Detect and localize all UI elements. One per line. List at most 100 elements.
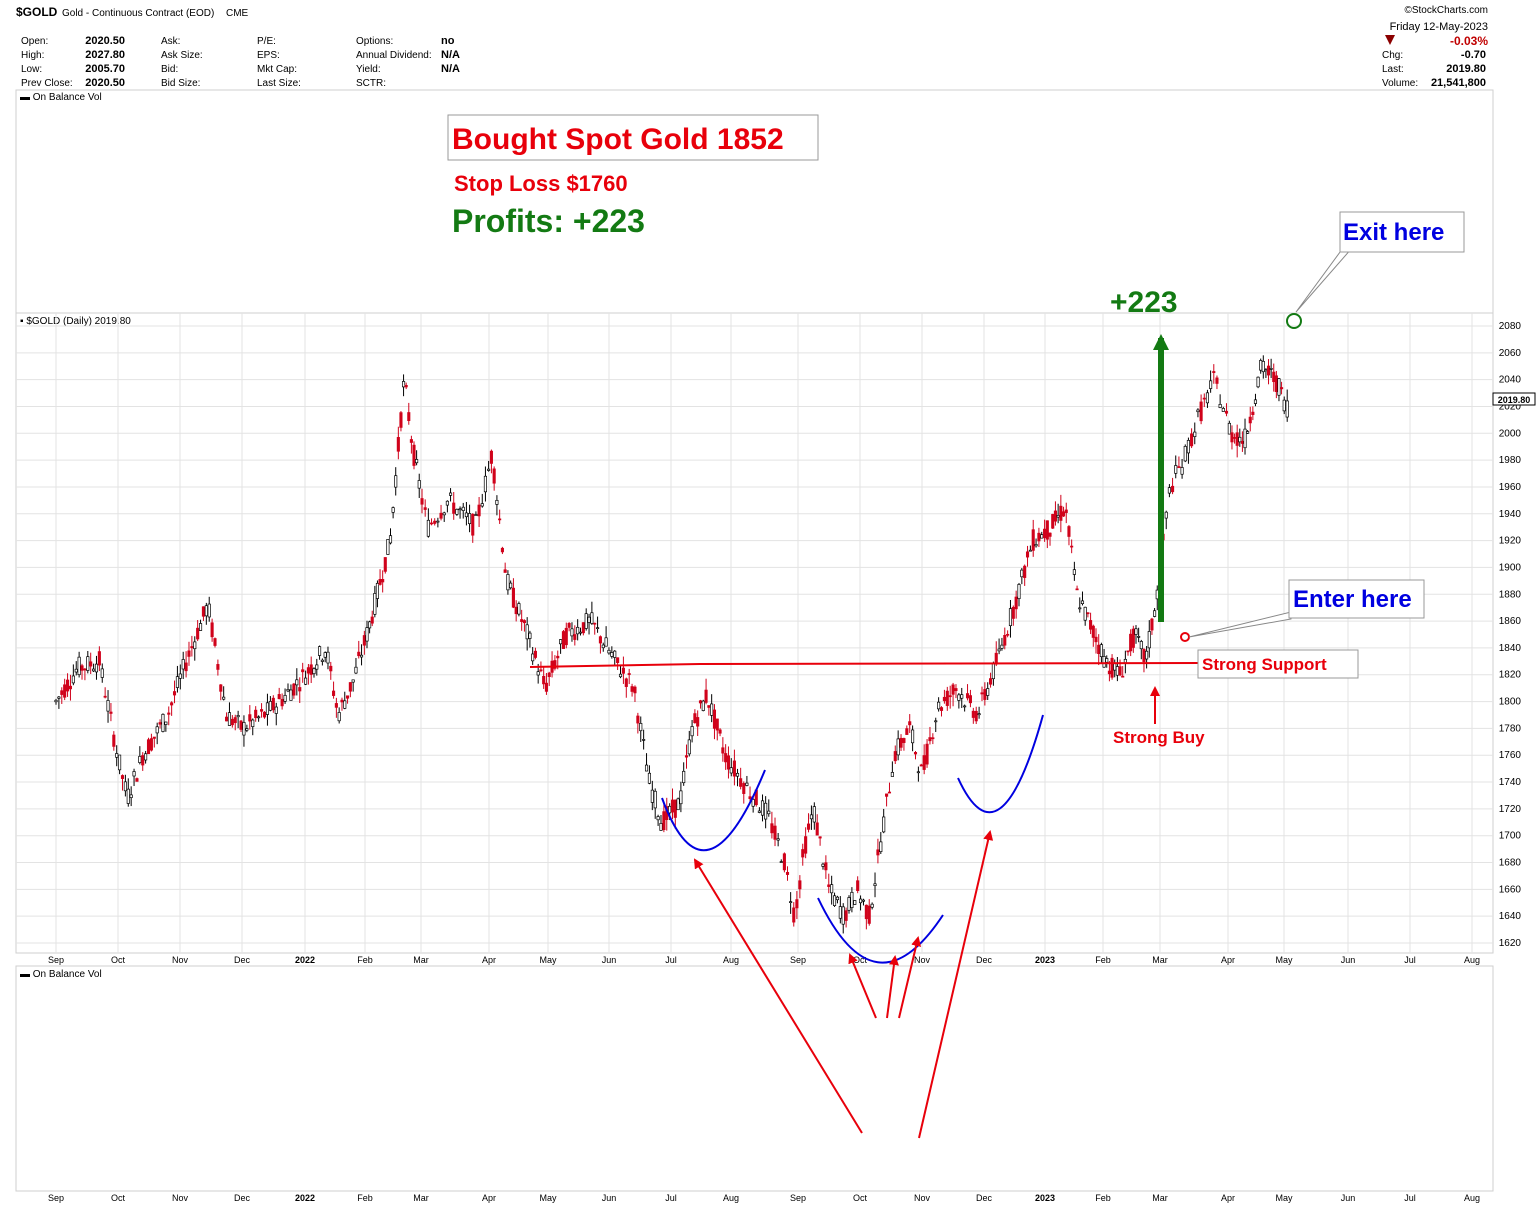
bought-label: Bought Spot Gold 1852 [452,123,784,156]
candle-body [899,737,903,748]
candle-body [885,793,889,797]
candle-body [1240,440,1244,444]
arrow-head-2 [886,955,899,1019]
candle-body [835,896,839,901]
watermark: ©StockCharts.com [1404,5,1488,16]
candle-body [332,690,336,696]
header-fields: Open: 2020.50 High: 2027.80 Low: 2005.70 Prev … [21,35,1486,89]
field-label: High: [21,50,44,61]
candle-body [818,836,822,839]
candle-body [833,895,837,906]
candle-body [806,823,811,830]
candle-body [604,637,608,647]
candle-body [804,836,808,854]
candle-body [184,662,188,672]
candle-body [590,612,594,624]
candle-body [1064,509,1068,513]
candle-body [633,686,637,694]
candle-body [1080,600,1085,605]
candle-body [1003,635,1007,646]
candle-body [610,652,614,657]
y-tick: 1820 [1499,670,1522,681]
candle-body [292,683,296,696]
candle-body [492,468,496,484]
candle-body [487,468,491,471]
candle-body [639,723,643,732]
candle-body [1102,656,1106,668]
candle-body [997,648,1001,652]
candle-body [931,737,935,740]
candle-body [123,781,127,792]
candle-body [1246,431,1250,434]
candle-body [896,738,900,756]
y-tick: 1740 [1499,777,1522,788]
candle-body [989,678,993,685]
candle-body [89,661,93,667]
candle-body [409,439,413,443]
candle-body [309,664,313,675]
candle-body [1025,551,1030,558]
candle-body [483,475,487,493]
x-tick: Oct [111,1193,126,1203]
candle-body [320,659,324,662]
x-tick: May [1275,955,1293,965]
candle-body [1215,377,1219,384]
candle-body [679,790,683,805]
candle-body [624,678,628,687]
candle-body [407,412,411,421]
candle-body [937,701,941,710]
candle-body [1139,641,1143,650]
candle-body [564,627,568,646]
candle-body [870,903,874,908]
candle-body [92,668,96,672]
candle-body [824,862,828,871]
candle-body [1205,392,1209,404]
field-label: Open: [21,36,48,47]
candle-body [329,665,333,672]
candle-body [80,665,84,671]
candle-body [286,689,290,692]
candle-body [1171,485,1175,493]
candle-body [190,646,194,649]
candle-body [1147,631,1151,649]
candle-body [509,582,513,589]
candle-body [120,775,125,779]
entry-marker [1180,632,1190,642]
arrow-left-shoulder [693,858,863,1134]
candle-body [312,668,316,675]
candle-body [167,712,171,715]
candle-body [340,699,344,703]
candle-body [298,687,302,692]
candle-body [1227,422,1231,435]
candle-body [230,718,234,726]
axes: 1620 1640 1660 1680 1700 1720 1740 1760 1780 1800… [48,321,1521,1203]
candle-body [876,849,880,856]
candle-body [251,719,255,727]
candle-body [596,627,600,629]
field-label: Last: [1382,64,1404,75]
candle-body [593,622,597,625]
field-label: Volume: [1382,78,1418,89]
candle-body [776,838,780,841]
candle-body [1164,511,1168,519]
candle-body [1043,528,1047,539]
right-shoulder-curve [957,714,1044,814]
candle-body [1011,606,1015,619]
field-value: -0.70 [1461,49,1486,61]
candle-body [415,459,419,464]
candle-body [770,823,774,834]
candle-body [916,771,920,774]
candle-body [388,535,393,544]
field-label: Bid Size: [161,78,200,89]
candle-body [1091,625,1095,638]
candle-body [144,753,148,761]
candle-body [245,728,249,731]
x-tick: Sep [790,1193,806,1203]
y-tick: 1620 [1499,938,1522,949]
candle-body [396,437,400,452]
price-panel [15,312,1494,954]
candle-body [1233,437,1237,439]
candle-body [216,664,220,670]
candle-body [498,518,502,521]
field-value: N/A [441,49,460,61]
